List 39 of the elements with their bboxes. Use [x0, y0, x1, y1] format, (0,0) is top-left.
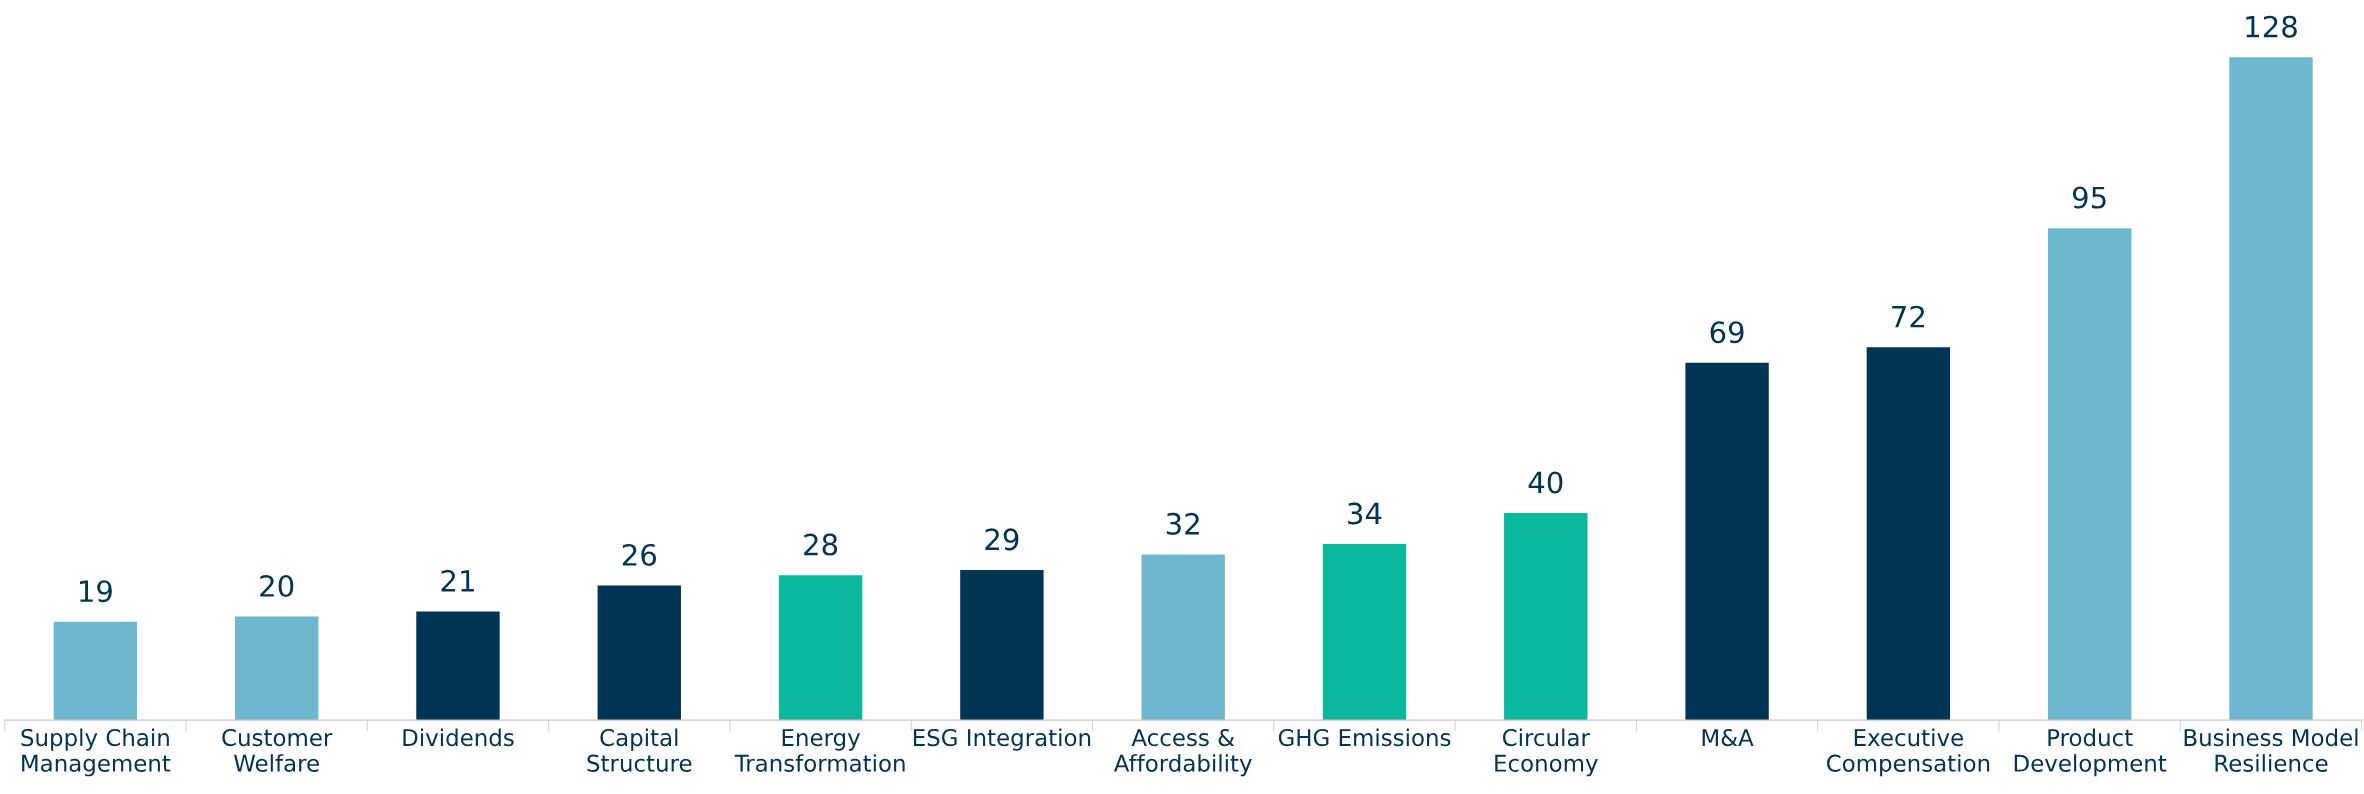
bar	[597, 585, 681, 721]
x-tick-label: Customer Welfare	[222, 728, 333, 772]
x-tick-label: Product Development	[2014, 728, 2167, 777]
data-label: 69	[1710, 321, 1744, 344]
bar	[1504, 513, 1588, 721]
bar	[1322, 544, 1407, 721]
data-label: 40	[1528, 471, 1563, 494]
x-tick-label: Capital Structure	[587, 728, 692, 772]
data-label: 28	[804, 533, 838, 556]
data-label: 19	[80, 580, 112, 603]
bar	[2047, 228, 2132, 721]
x-tick-label: Business Model Resilience	[2184, 728, 2358, 772]
bar	[416, 611, 500, 721]
x-tick-label: Energy Transformation	[734, 729, 905, 772]
x-tick-label: ESG Integration	[913, 728, 1091, 751]
bar	[778, 575, 863, 721]
x-tick-label: Access & Affordability	[1113, 728, 1252, 777]
data-label: 29	[985, 528, 1019, 551]
bar	[2229, 57, 2313, 721]
data-label: 26	[622, 543, 656, 566]
bar	[1141, 554, 1225, 721]
x-tick-label: M&A	[1702, 728, 1754, 747]
data-label: 128	[2246, 15, 2297, 38]
x-tick-label: GHG Emissions	[1278, 728, 1451, 747]
bar	[1866, 347, 1951, 721]
x-tick-label: Executive Compensation	[1826, 728, 1990, 777]
data-label: 32	[1166, 512, 1199, 535]
x-tick-label: Circular Economy	[1495, 728, 1598, 777]
data-label: 34	[1348, 502, 1382, 525]
data-label: 20	[260, 574, 294, 598]
x-tick-label: Supply Chain Management	[21, 728, 171, 777]
bar	[234, 616, 319, 721]
bar	[53, 621, 138, 721]
data-label: 21	[441, 569, 474, 592]
bar	[1685, 362, 1769, 721]
data-label: 95	[2072, 186, 2106, 209]
data-label: 72	[1892, 305, 1925, 328]
x-tick-label: Dividends	[403, 728, 514, 747]
bar	[960, 569, 1044, 721]
